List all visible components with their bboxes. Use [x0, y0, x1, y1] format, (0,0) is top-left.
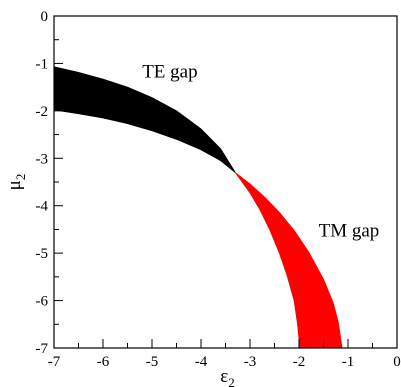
x-tick-label: -5 [146, 354, 159, 370]
annotations: TE gap TM gap [142, 62, 379, 242]
y-tick-label: -3 [36, 151, 49, 167]
plot-frame [53, 15, 398, 349]
y-tick-label: -6 [36, 294, 49, 310]
x-ticks: -7 -6 -5 -4 -3 -2 -1 0 [48, 339, 401, 370]
x-tick-label: -2 [293, 354, 306, 370]
y-tick-label: 0 [41, 9, 49, 25]
x-tick-label: 0 [393, 354, 401, 370]
x-tick-label: -3 [244, 354, 257, 370]
y-tick-label: -1 [36, 56, 49, 72]
annotation-te-gap: TE gap [142, 62, 197, 83]
annotation-tm-gap: TM gap [319, 221, 380, 242]
bands-layer [53, 66, 343, 349]
x-tick-label: -1 [342, 354, 355, 370]
x-tick-label: -4 [195, 354, 208, 370]
y-tick-label: -4 [36, 199, 49, 215]
y-tick-label: -5 [36, 246, 49, 262]
y-axis-label: μ2 [4, 174, 28, 191]
x-axis-label: ε2 [220, 366, 234, 387]
y-tick-label: -2 [36, 104, 49, 120]
y-axis-label-sub: 2 [13, 174, 28, 181]
x-tick-label: -7 [48, 354, 61, 370]
x-axis-label-main: ε [220, 366, 228, 387]
x-axis-label-sub: 2 [228, 375, 235, 387]
x-tick-label: -6 [97, 354, 110, 370]
band-te-gap [53, 66, 236, 173]
band-tm-gap [234, 172, 343, 349]
y-axis-label-main: μ [4, 180, 25, 190]
y-ticks: 0 -1 -2 -3 -4 -5 -6 -7 [36, 9, 63, 357]
y-tick-label: -7 [36, 341, 49, 357]
